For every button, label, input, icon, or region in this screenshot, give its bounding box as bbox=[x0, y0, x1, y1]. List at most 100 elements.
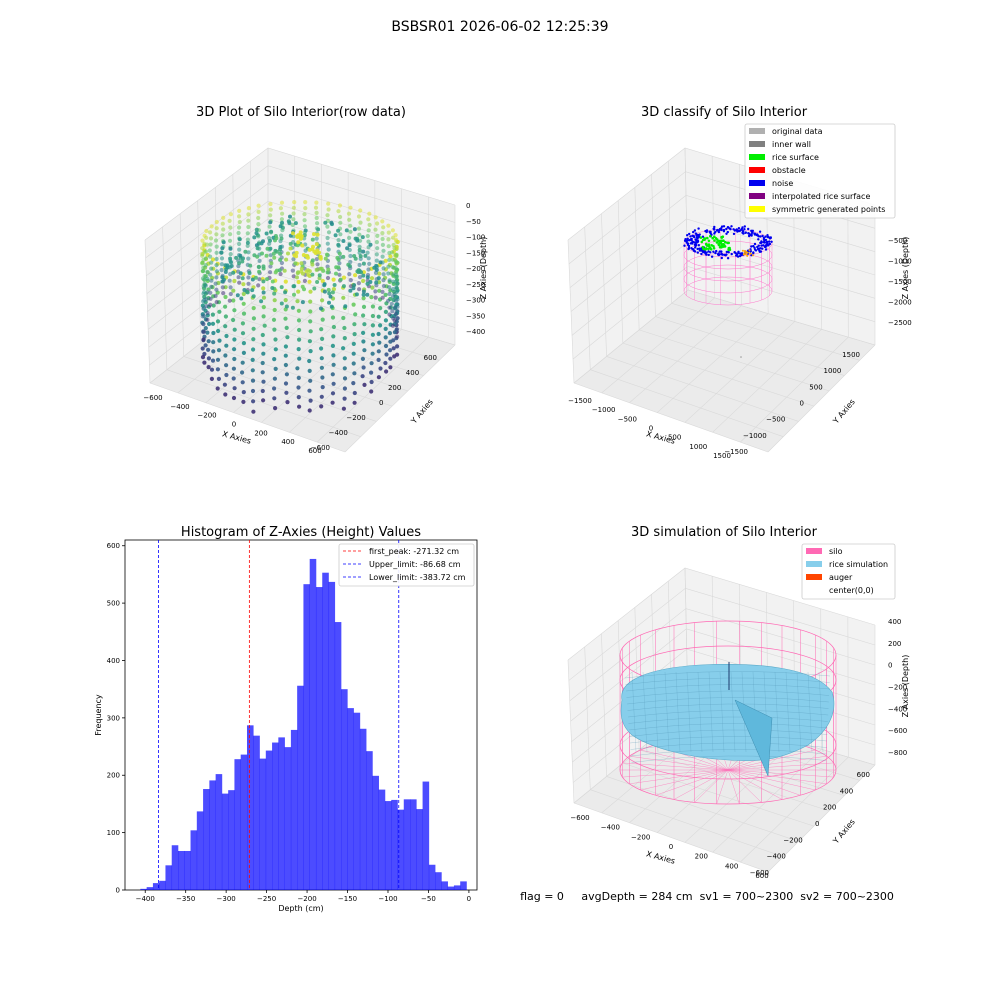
grid-line bbox=[567, 659, 575, 804]
scatter-point bbox=[248, 263, 253, 268]
histogram-bar bbox=[315, 587, 323, 890]
scatter-point bbox=[295, 299, 300, 304]
scatter-point bbox=[290, 222, 295, 227]
grid-line bbox=[149, 382, 346, 453]
histogram-bar bbox=[391, 799, 398, 890]
scatter-point bbox=[215, 319, 221, 324]
grid-line bbox=[684, 321, 796, 423]
p4-ztick--800: −800 bbox=[888, 749, 907, 757]
histogram-bar bbox=[196, 811, 204, 890]
ytick-label-200: 200 bbox=[107, 772, 120, 780]
silo-floor-spoke bbox=[727, 769, 834, 778]
scatter-point bbox=[245, 231, 250, 236]
p2-ztick--1500: −1500 bbox=[888, 278, 912, 286]
scatter-point bbox=[341, 295, 346, 300]
scatter-point bbox=[302, 218, 307, 223]
scatter-point bbox=[208, 290, 213, 295]
noise-point bbox=[703, 250, 706, 253]
scatter-point bbox=[292, 292, 296, 297]
histogram-bar bbox=[278, 737, 285, 890]
scatter-point bbox=[237, 261, 242, 266]
scatter-point bbox=[348, 229, 353, 234]
histogram-bar bbox=[366, 751, 373, 890]
noise-point bbox=[709, 230, 712, 234]
scatter-point bbox=[370, 342, 375, 347]
scatter-point bbox=[214, 256, 219, 262]
histogram-bar bbox=[209, 780, 216, 890]
scatter-point bbox=[308, 398, 313, 403]
histogram-ylabel: Frequency bbox=[94, 694, 103, 736]
surface-dip bbox=[734, 699, 773, 777]
grid-line bbox=[584, 646, 591, 790]
panel1-ticks: −600−400−2000200400600−600−400−200020040… bbox=[143, 202, 485, 455]
scatter-point bbox=[325, 275, 331, 281]
noise-point bbox=[758, 230, 762, 233]
scatter-point bbox=[352, 371, 357, 376]
scatter-point bbox=[241, 282, 246, 287]
scatter-point bbox=[284, 325, 289, 330]
histogram-bar bbox=[152, 883, 160, 890]
xtick-label--400: −400 bbox=[136, 895, 155, 903]
scatter-point bbox=[284, 304, 289, 309]
scatter-point bbox=[326, 267, 331, 272]
p4-ztick-200: 200 bbox=[888, 640, 901, 648]
scatter-point bbox=[392, 330, 397, 335]
scatter-point bbox=[214, 287, 219, 292]
panel4-ylabel: Y Axies bbox=[831, 817, 857, 846]
scatter-point bbox=[390, 228, 395, 233]
scatter-point bbox=[228, 212, 233, 217]
p1-ytick-400: 400 bbox=[406, 369, 419, 377]
scatter-point bbox=[210, 321, 216, 326]
scatter-point bbox=[354, 292, 359, 297]
scatter-point bbox=[261, 351, 266, 356]
scatter-point bbox=[347, 235, 352, 240]
noise-point bbox=[697, 227, 700, 230]
scatter-point bbox=[250, 378, 256, 383]
scatter-point bbox=[307, 408, 312, 413]
scatter-point bbox=[260, 332, 265, 338]
scatter-point bbox=[334, 271, 338, 276]
scatter-point bbox=[227, 238, 233, 243]
noise-point bbox=[697, 234, 700, 237]
noise-point bbox=[713, 225, 716, 229]
scatter-point bbox=[300, 300, 305, 305]
scatter-point bbox=[357, 262, 362, 268]
surface-mesh-line bbox=[629, 736, 828, 744]
scatter-point bbox=[369, 379, 374, 385]
scatter-point bbox=[207, 321, 212, 327]
grid-line bbox=[146, 183, 456, 276]
scatter-point bbox=[360, 356, 365, 361]
noise-point bbox=[744, 231, 747, 234]
noise-point bbox=[754, 249, 758, 252]
scatter-point bbox=[257, 258, 262, 263]
scatter-point bbox=[351, 361, 356, 366]
scatter-point bbox=[365, 250, 370, 255]
noise-point bbox=[730, 225, 733, 228]
scatter-point bbox=[314, 200, 319, 205]
scatter-point bbox=[269, 229, 274, 234]
scatter-point bbox=[393, 275, 398, 280]
scatter-point bbox=[204, 228, 209, 234]
scatter-point bbox=[216, 328, 221, 334]
scatter-point bbox=[278, 251, 283, 256]
grid-line bbox=[217, 329, 408, 392]
scatter-point bbox=[229, 260, 233, 265]
grid-line bbox=[740, 336, 849, 443]
noise-point bbox=[720, 228, 723, 232]
scatter-point bbox=[387, 291, 392, 297]
obstacle-point bbox=[741, 249, 744, 252]
scatter-point bbox=[331, 362, 336, 367]
ytick-label-400: 400 bbox=[107, 657, 120, 665]
noise-point bbox=[710, 255, 714, 258]
scatter-point bbox=[319, 266, 324, 271]
scatter-point bbox=[221, 215, 226, 220]
p4-xtick--600: −600 bbox=[570, 814, 589, 822]
scatter-point bbox=[211, 349, 216, 354]
scatter-point bbox=[296, 279, 301, 285]
scatter-point bbox=[214, 244, 219, 249]
scatter-point bbox=[338, 232, 343, 237]
scatter-point bbox=[214, 226, 219, 231]
scatter-point bbox=[295, 275, 299, 280]
scatter-point bbox=[365, 281, 370, 286]
noise-point bbox=[765, 242, 769, 246]
